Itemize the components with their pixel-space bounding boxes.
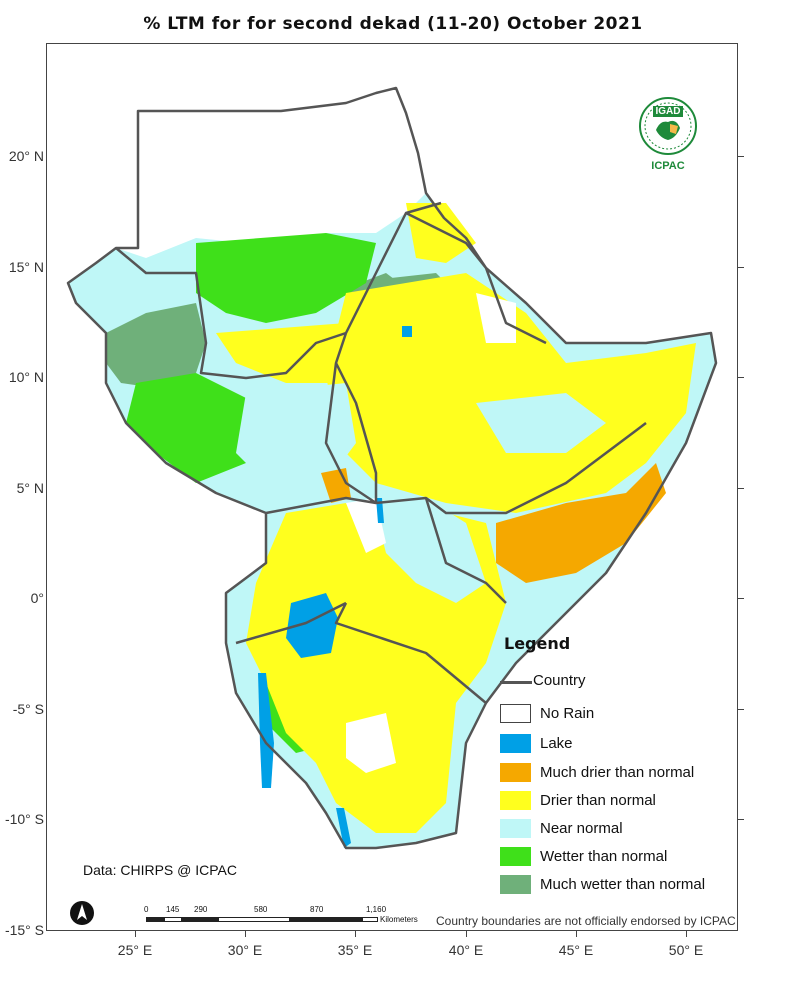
lat-label: 10° N — [8, 369, 44, 385]
scale-tick-label: 870 — [310, 905, 324, 914]
legend-item: No Rain — [500, 702, 736, 724]
logo-bottom-text: ICPAC — [651, 160, 685, 172]
lon-label: 35° E — [337, 942, 373, 958]
legend-swatch — [500, 734, 531, 753]
legend-swatch — [500, 847, 531, 866]
lon-label: 30° E — [227, 942, 263, 958]
lake-victoria — [286, 593, 338, 658]
country-line-icon — [500, 681, 532, 684]
scale-tick-label: 290 — [194, 905, 208, 914]
disclaimer: Country boundaries are not officially en… — [436, 914, 736, 928]
legend-item: Lake — [500, 732, 736, 754]
region-much-drier-somalia — [496, 463, 666, 583]
lon-label: 40° E — [448, 942, 484, 958]
region-no-rain-north — [116, 88, 426, 258]
legend-country: Country — [500, 672, 736, 694]
lon-label: 25° E — [117, 942, 153, 958]
region-wetter-north — [196, 233, 376, 323]
scale-bar: 0 145 290 580 870 1,160 Kilometers — [134, 905, 434, 929]
legend-item-label: Lake — [540, 735, 573, 752]
rainfall-anomaly-map — [66, 86, 718, 850]
region-no-rain-kenya — [346, 498, 386, 553]
lat-label: 20° N — [8, 148, 44, 164]
legend-item: Drier than normal — [500, 789, 736, 811]
lon-label: 45° E — [558, 942, 594, 958]
region-near-normal-ethiopia — [476, 393, 606, 453]
region-no-rain-somalia — [476, 293, 516, 343]
legend-item-label: Wetter than normal — [540, 848, 668, 865]
lake-tana — [402, 326, 412, 337]
country-borders — [66, 86, 718, 850]
scale-tick-label: 1,160 — [366, 905, 387, 914]
scale-tick-label: 145 — [166, 905, 180, 914]
lat-label: -5° S — [12, 701, 44, 717]
lat-label: 0° — [30, 590, 44, 606]
legend-item-label: Near normal — [540, 820, 623, 837]
map-title: % LTM for for second dekad (11-20) Octob… — [143, 14, 643, 34]
scale-tick-label: 580 — [254, 905, 268, 914]
legend-item-label: Much drier than normal — [540, 764, 695, 781]
north-arrow-icon — [70, 901, 94, 925]
lat-label: -15° S — [4, 922, 44, 938]
scale-tick-label: 0 — [144, 905, 149, 914]
legend-item: Near normal — [500, 817, 736, 839]
lake-malawi — [336, 808, 351, 848]
legend-item: Wetter than normal — [500, 845, 736, 867]
lat-label: -10° S — [4, 811, 44, 827]
legend-swatch — [500, 763, 531, 782]
lat-label: 5° N — [16, 480, 44, 496]
legend-swatch — [500, 791, 531, 810]
logo-top-text: IGAD — [653, 106, 683, 117]
legend-item-label: Much wetter than normal — [540, 876, 706, 893]
legend-item-label: No Rain — [540, 705, 595, 722]
legend-swatch — [500, 875, 531, 894]
region-drier-ethiopia — [326, 273, 696, 513]
lat-label: 15° N — [8, 259, 44, 275]
lake-turkana — [376, 498, 384, 523]
legend-item: Much drier than normal — [500, 761, 736, 783]
legend-title: Legend — [504, 634, 571, 653]
legend-item-label: Drier than normal — [540, 792, 656, 809]
legend-item: Much wetter than normal — [500, 873, 736, 895]
lon-label: 50° E — [668, 942, 704, 958]
legend-country-label: Country — [533, 672, 586, 689]
lake-tanganyika — [258, 673, 274, 788]
region-near-normal-sudan — [236, 383, 356, 483]
legend-swatch — [500, 704, 531, 723]
region-drier-north-ethiopia — [406, 203, 476, 263]
legend-swatch — [500, 819, 531, 838]
region-much-wetter-west — [106, 303, 206, 388]
data-credit: Data: CHIRPS @ ICPAC — [83, 862, 237, 878]
region-no-rain-tanzania — [346, 713, 396, 773]
icpac-logo: IGAD ICPAC — [632, 92, 704, 176]
region-wetter-west-south — [126, 373, 256, 483]
scale-unit: Kilometers — [380, 915, 418, 924]
igad-emblem-icon — [639, 97, 697, 155]
region-near-normal-kenya — [376, 498, 486, 603]
